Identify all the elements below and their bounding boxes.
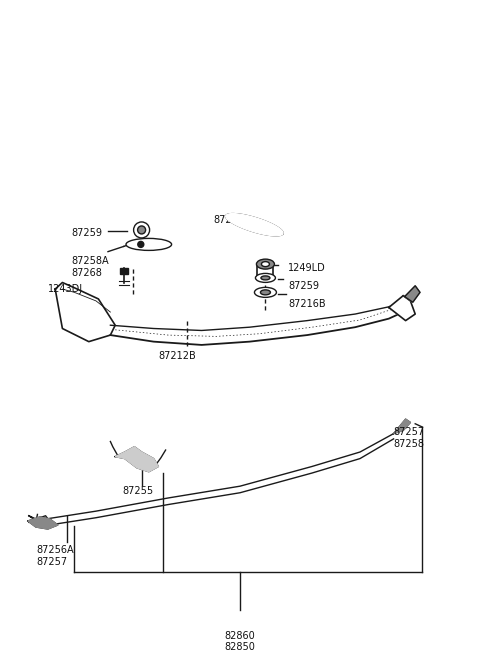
Text: 87216B: 87216B [288,299,325,309]
Text: 82860
82850: 82860 82850 [225,631,255,652]
Ellipse shape [255,273,276,283]
Text: 87212B: 87212B [158,351,196,361]
Text: 87255: 87255 [122,486,154,496]
Ellipse shape [256,259,275,269]
Text: 87253A: 87253A [214,215,251,225]
Polygon shape [389,296,415,321]
Text: 1243DJ: 1243DJ [48,284,83,294]
FancyBboxPatch shape [120,268,128,274]
Text: 87259: 87259 [71,228,102,238]
Ellipse shape [262,261,269,267]
Polygon shape [403,286,420,302]
Polygon shape [115,447,158,472]
Ellipse shape [261,290,270,295]
Polygon shape [226,214,283,236]
Circle shape [138,241,144,248]
Text: 87258A
87268: 87258A 87268 [71,256,108,278]
Polygon shape [28,517,58,529]
Circle shape [133,222,150,238]
Text: 1249LD: 1249LD [288,263,326,273]
Polygon shape [55,283,115,342]
Ellipse shape [261,276,270,280]
Ellipse shape [126,238,172,250]
Ellipse shape [254,287,276,298]
Circle shape [138,226,145,234]
Text: 87259: 87259 [288,281,319,291]
Text: 87257
87258: 87257 87258 [394,427,425,449]
Polygon shape [394,419,410,434]
Text: 87256A
87257: 87256A 87257 [36,545,73,567]
